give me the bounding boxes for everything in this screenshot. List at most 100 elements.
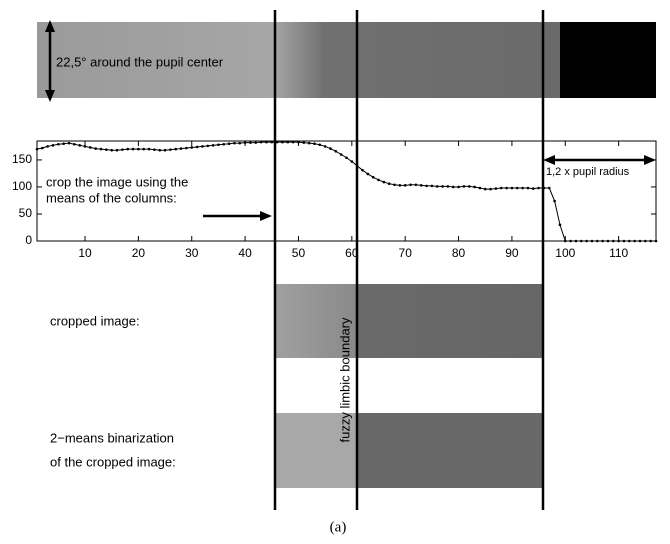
x-tick-label: 110	[609, 246, 628, 260]
profile-point	[489, 188, 492, 191]
profile-point	[383, 181, 386, 184]
profile-point	[116, 149, 119, 152]
binary-dark	[357, 413, 543, 488]
profile-point	[505, 187, 508, 190]
profile-point	[457, 186, 460, 189]
x-tick-label: 10	[78, 246, 92, 260]
profile-point	[185, 147, 188, 150]
profile-point	[324, 145, 327, 148]
profile-point	[521, 187, 524, 190]
profile-point	[607, 240, 610, 243]
profile-point	[649, 240, 652, 243]
profile-point	[559, 223, 562, 226]
profile-point	[495, 187, 498, 190]
profile-point	[425, 185, 428, 188]
profile-point	[238, 142, 241, 145]
profile-point	[212, 144, 215, 147]
profile-point	[655, 240, 658, 243]
profile-point	[532, 187, 535, 190]
x-tick-label: 20	[132, 246, 146, 260]
profile-point	[132, 148, 135, 151]
profile-point	[297, 141, 300, 144]
profile-point	[639, 240, 642, 243]
profile-point	[564, 240, 567, 243]
profile-point	[52, 144, 55, 147]
profile-point	[372, 176, 375, 179]
profile-point	[585, 240, 588, 243]
profile-point	[500, 187, 503, 190]
arrow-head	[260, 211, 272, 221]
profile-point	[265, 141, 268, 144]
profile-point	[46, 145, 49, 148]
profile-point	[89, 146, 92, 149]
binarization-label: of the cropped image:	[50, 454, 176, 469]
x-tick-label: 80	[452, 246, 466, 260]
profile-point	[468, 185, 471, 188]
profile-point	[158, 149, 161, 152]
profile-point	[479, 187, 482, 190]
profile-point	[196, 146, 199, 149]
profile-point	[633, 240, 636, 243]
profile-point	[169, 148, 172, 151]
profile-point	[553, 200, 556, 203]
profile-point	[222, 143, 225, 146]
profile-point	[415, 183, 418, 186]
profile-point	[473, 186, 476, 189]
x-tick-label: 40	[238, 246, 252, 260]
profile-point	[335, 150, 338, 153]
profile-point	[591, 240, 594, 243]
profile-point	[351, 160, 354, 163]
crop-note: crop the image using the	[46, 174, 188, 189]
profile-point	[484, 188, 487, 191]
arrow-head	[644, 155, 656, 165]
cropped-label: cropped image:	[50, 313, 140, 328]
profile-point	[420, 184, 423, 187]
binarization-label: 2−means binarization	[50, 430, 174, 445]
profile-point	[287, 141, 290, 144]
profile-point	[126, 148, 129, 151]
profile-point	[361, 169, 364, 172]
profile-point	[270, 141, 273, 144]
x-tick-label: 100	[555, 246, 575, 260]
profile-point	[527, 187, 530, 190]
profile-point	[121, 148, 124, 151]
profile-point	[249, 141, 252, 144]
profile-point	[84, 145, 87, 148]
profile-point	[57, 143, 60, 146]
profile-point	[404, 184, 407, 187]
radius-label: 1,2 x pupil radius	[546, 166, 630, 178]
profile-point	[68, 142, 71, 145]
profile-point	[628, 240, 631, 243]
cropped-image	[275, 284, 543, 358]
image-label: 22,5° around the pupil center	[56, 54, 224, 69]
profile-point	[319, 143, 322, 146]
profile-point	[399, 184, 402, 187]
profile-point	[153, 148, 156, 151]
profile-point	[313, 142, 316, 145]
profile-point	[431, 185, 434, 188]
crop-note: means of the columns:	[46, 190, 177, 205]
y-tick-label: 50	[19, 206, 33, 220]
figure: 22,5° around the pupil center 0501001501…	[0, 0, 670, 544]
profile-point	[596, 240, 599, 243]
profile-point	[180, 147, 183, 150]
profile-point	[516, 187, 519, 190]
profile-point	[569, 240, 572, 243]
profile-point	[201, 145, 204, 148]
profile-point	[228, 142, 231, 145]
profile-point	[292, 141, 295, 144]
profile-point	[94, 147, 97, 150]
profile-point	[233, 142, 236, 145]
profile-point	[447, 185, 450, 188]
profile-point	[575, 240, 578, 243]
profile-point	[303, 141, 306, 144]
profile-point	[217, 143, 220, 146]
y-tick-label: 150	[12, 152, 32, 166]
profile-point	[308, 142, 311, 145]
profile-point	[73, 143, 76, 146]
profile-point	[206, 145, 209, 148]
profile-point	[580, 240, 583, 243]
profile-point	[244, 141, 247, 144]
profile-point	[164, 149, 167, 152]
y-tick-label: 100	[12, 179, 32, 193]
